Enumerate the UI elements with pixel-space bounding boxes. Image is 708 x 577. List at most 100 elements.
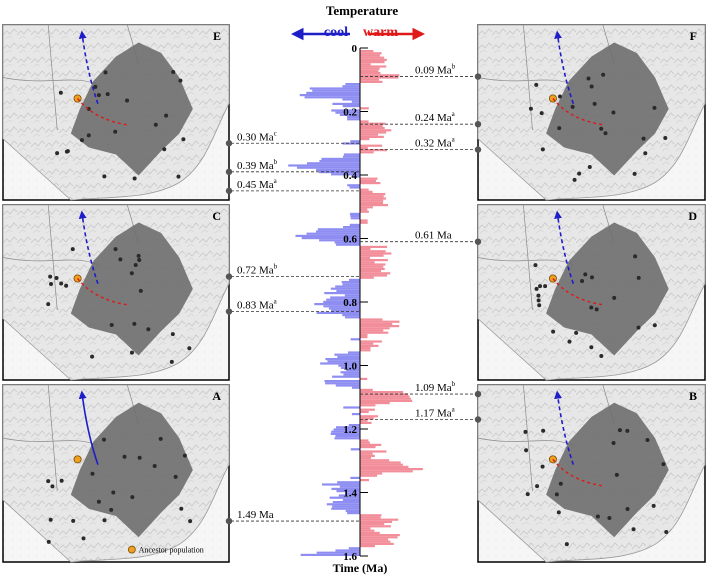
warm-bar [360, 177, 378, 180]
warm-bar [360, 520, 393, 523]
cool-bar [343, 226, 360, 229]
sample-point [574, 330, 579, 335]
cool-bar [335, 549, 360, 552]
temperature-series [288, 50, 423, 556]
cool-bar [344, 294, 360, 297]
sample-point [586, 76, 591, 81]
cool-bar [324, 380, 360, 383]
sample-point [651, 503, 656, 508]
warm-bar [360, 531, 380, 534]
sample-point [54, 275, 59, 280]
cool-bar [350, 448, 360, 451]
sample-point [96, 499, 101, 504]
cool-bar [330, 287, 360, 290]
cool-bar [344, 316, 360, 319]
sample-point [599, 354, 604, 359]
sample-point [541, 428, 546, 433]
sample-point [645, 438, 650, 443]
sample-point [523, 429, 528, 434]
tick-label: 1.2 [343, 424, 357, 436]
cool-bar [331, 430, 360, 433]
cool-bar [342, 314, 360, 317]
cool-bar [317, 228, 360, 231]
cool-bar [342, 498, 360, 501]
warm-bar [360, 399, 413, 402]
sample-point [153, 122, 158, 127]
sample-point [536, 298, 541, 303]
warm-bar [360, 58, 387, 61]
map-panel: D [477, 204, 706, 381]
sample-point [152, 464, 157, 469]
event-dot [225, 308, 233, 315]
event-label: 0.32 Maa [415, 136, 456, 150]
cool-bar [343, 373, 360, 376]
warm-bar [360, 120, 369, 123]
sample-point [188, 519, 193, 524]
cool-bar [334, 437, 360, 440]
sample-point [181, 137, 186, 142]
cool-bar [336, 243, 360, 246]
sample-point [564, 542, 569, 547]
time-axis-title: Time (Ma) [333, 561, 388, 575]
sample-point [46, 302, 51, 307]
cool-bar [335, 285, 360, 288]
tick-label: 0.2 [343, 107, 357, 119]
sample-point [543, 284, 548, 289]
sample-point [133, 263, 138, 268]
warm-bar [360, 393, 408, 396]
sample-point [603, 131, 608, 136]
event-dot [225, 517, 233, 525]
tick-label: 1.4 [343, 488, 357, 500]
sample-point [182, 453, 187, 458]
event-label: 0.30 Mac [237, 129, 277, 143]
sample-point [113, 129, 118, 134]
warm-bar [360, 529, 375, 532]
sample-point [137, 258, 142, 263]
sample-point [614, 472, 619, 477]
sample-point [50, 484, 55, 489]
sample-point [64, 283, 69, 288]
warm-bar [360, 342, 374, 345]
sample-point [641, 136, 646, 141]
warm-bar [360, 54, 380, 57]
sample-point [554, 492, 559, 497]
sample-point [535, 484, 540, 489]
cool-bar [339, 485, 360, 488]
warm-bar [360, 74, 400, 77]
warm-bar [360, 397, 411, 400]
warm-bar [360, 193, 386, 196]
sample-point [536, 293, 541, 298]
event-dot [225, 187, 233, 195]
sample-point [118, 257, 123, 262]
warm-bar [360, 72, 381, 75]
warm-bar [360, 151, 374, 154]
cool-bar [343, 153, 360, 156]
cool-bar [345, 492, 360, 495]
cool-bar [342, 283, 360, 286]
cool-bar [316, 311, 360, 314]
species-range [70, 222, 193, 356]
cool-bar [351, 100, 360, 103]
warm-bar [360, 419, 368, 422]
cool-bar [330, 432, 360, 435]
sample-point [171, 70, 176, 75]
sample-point [601, 72, 606, 77]
cool-label: cool [324, 25, 348, 40]
warm-bar [360, 536, 398, 539]
warm-bar [360, 56, 385, 59]
cool-bar [334, 241, 360, 244]
event-dot [474, 73, 482, 80]
cool-bar [349, 223, 360, 226]
cool-bar [316, 168, 360, 171]
sample-point [48, 517, 53, 522]
warm-bar [360, 518, 399, 521]
warm-bar [360, 349, 371, 352]
sample-point [130, 495, 135, 500]
warm-bar [360, 461, 401, 464]
time-ticks: 0 0.2 0.4 0.6 0.8 1.0 1.2 1.4 1.6 [343, 43, 368, 563]
sample-point [46, 539, 51, 544]
sample-point [125, 98, 130, 103]
panel-label: F [690, 29, 697, 43]
event-label: 0.72 Mab [237, 263, 278, 277]
dispersal-arrow-warm [552, 98, 603, 126]
